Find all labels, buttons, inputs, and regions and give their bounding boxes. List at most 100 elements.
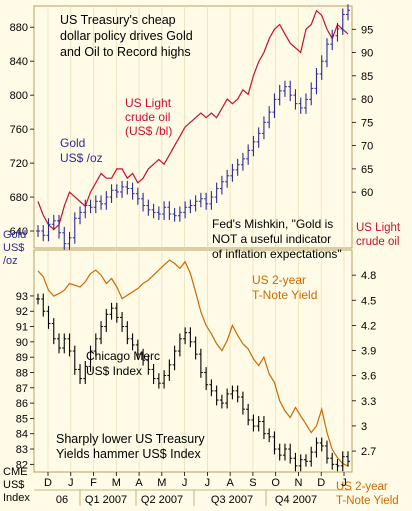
usd-bar-30	[193, 336, 198, 360]
yield-axis-tick-label-5: 4.2	[361, 320, 376, 332]
usd-bar-39	[240, 391, 245, 415]
gold-bar-58	[340, 8, 345, 35]
usd-axis-tick-label-5: 87	[16, 383, 28, 395]
yield-line	[37, 259, 349, 467]
mishkin-annotation-line-3: of inflation expectations"	[212, 247, 342, 261]
usd-bar-3	[51, 318, 56, 345]
usd-axis-tick-label-8: 90	[16, 337, 28, 349]
gold-bar-11	[93, 195, 98, 214]
oil-axis-label-line-2: crude oil	[356, 236, 399, 248]
gold-axis-tick-label-4: 800	[10, 90, 28, 102]
gold-bar-25	[167, 201, 172, 220]
gold-bar-57	[335, 22, 340, 42]
gold-bar-45	[272, 93, 277, 119]
usd-bar-21	[146, 354, 151, 375]
gold-bar-37	[230, 163, 235, 182]
gold-bar-44	[267, 106, 272, 129]
usd-bar-50	[298, 454, 303, 472]
x-period-label-0: 06	[56, 494, 68, 506]
top-panel-frame	[33, 5, 353, 249]
usd-axis-tick-label-0: 82	[16, 459, 28, 471]
x-period-label-3: Q3 2007	[211, 494, 253, 506]
gold-bar-10	[88, 199, 93, 214]
oil-axis-label-line-1: US Light	[356, 222, 401, 234]
usd-bar-5	[62, 333, 67, 354]
gold-bar-0	[36, 225, 40, 237]
gold-bar-32	[204, 192, 209, 210]
usd-bar-24	[162, 370, 167, 389]
mishkin-annotation-line-1: Fed's Mishkin, "Gold is	[212, 217, 333, 231]
gold-bar-28	[183, 201, 188, 219]
gold-bar-41	[251, 135, 256, 157]
usd-bar-51	[303, 454, 308, 467]
oil-series-label-line-1: US Light	[125, 96, 172, 110]
usd-axis-tick-label-9: 91	[16, 322, 28, 334]
usd-bar-49	[293, 452, 298, 472]
usd-bar-56	[330, 452, 335, 470]
usd-bar-20	[141, 348, 146, 366]
axis-ticks: 640 680 720 760 800 840 880 60 65 70 75 80 85 90 95 82 8…	[10, 22, 377, 471]
usd-series-label-line-2: US$ Index	[86, 364, 142, 378]
x-month-label-9: S	[249, 477, 256, 489]
x-month-label-4: A	[135, 477, 143, 489]
gold-bar-19	[135, 187, 140, 205]
gold-bar-34	[214, 182, 219, 203]
usd-bar-8	[78, 364, 83, 384]
oil-series-label-line-2: crude oil	[125, 110, 170, 124]
panel-frames	[33, 5, 353, 473]
oil-axis-tick-label-1: 65	[361, 164, 373, 176]
gold-bar-31	[198, 192, 203, 208]
gold-axis-label-line-2: US$	[3, 242, 24, 254]
gold-bar-2	[46, 218, 51, 242]
gold-bar-7	[72, 212, 77, 244]
gold-bar-47	[282, 80, 287, 97]
gold-bar-39	[240, 152, 245, 171]
yield-series-label-line-2: T-Note Yield	[252, 288, 317, 302]
cme-axis-label-line-2: US$	[3, 479, 24, 491]
gold-bar-9	[83, 199, 88, 219]
usd-bar-16	[120, 312, 125, 332]
usd-bar-52	[309, 446, 314, 467]
usd-bar-42	[256, 416, 261, 432]
yield-axis-tick-label-4: 3.9	[361, 346, 376, 358]
gold-axis-tick-label-1: 680	[10, 192, 28, 204]
usd-axis-tick-label-1: 83	[16, 444, 28, 456]
gold-axis-label-line-1: Gold	[3, 229, 26, 241]
usd-bar-59	[346, 451, 350, 467]
usd-bar-23	[156, 373, 161, 389]
x-month-label-13: J	[341, 477, 347, 489]
gold-axis-tick-label-6: 880	[10, 22, 28, 34]
gold-bar-43	[261, 116, 266, 140]
yield-axis-tick-label-3: 3.6	[361, 371, 376, 383]
gold-series-label-line-1: Gold	[60, 136, 85, 150]
gold-bar-55	[324, 38, 329, 68]
usd-bar-17	[125, 321, 130, 345]
gold-bar-3	[51, 214, 56, 231]
gold-bar-49	[293, 89, 298, 110]
usd-series-label-line-1: Chicago Merc	[86, 349, 160, 363]
usd-bar-38	[235, 385, 240, 403]
usd-bar-11	[93, 333, 98, 357]
usd-bar-27	[177, 333, 182, 357]
usd-bar-9	[83, 361, 88, 384]
gold-bar-1	[41, 225, 46, 242]
gold-bar-52	[309, 82, 314, 106]
usd-bar-28	[183, 327, 188, 345]
gold-bar-54	[319, 55, 324, 80]
usd-bar-14	[109, 302, 114, 320]
gold-axis-tick-label-5: 840	[10, 56, 28, 68]
usd-bar-13	[104, 308, 109, 332]
usd-bar-36	[225, 388, 230, 409]
gold-axis-tick-label-3: 760	[10, 124, 28, 136]
oil-axis-tick-label-5: 85	[361, 71, 373, 83]
usd-bar-44	[267, 428, 272, 443]
usd-bar-34	[214, 385, 219, 406]
usd-bar-26	[172, 345, 177, 371]
gold-bar-6	[67, 231, 72, 250]
gold-bar-50	[298, 97, 303, 114]
gold-bar-23	[156, 206, 161, 220]
usd-bar-6	[67, 333, 72, 357]
usd-bar-0	[36, 293, 40, 305]
yield-axis-label-line-2: T-Note Yield	[336, 495, 399, 507]
